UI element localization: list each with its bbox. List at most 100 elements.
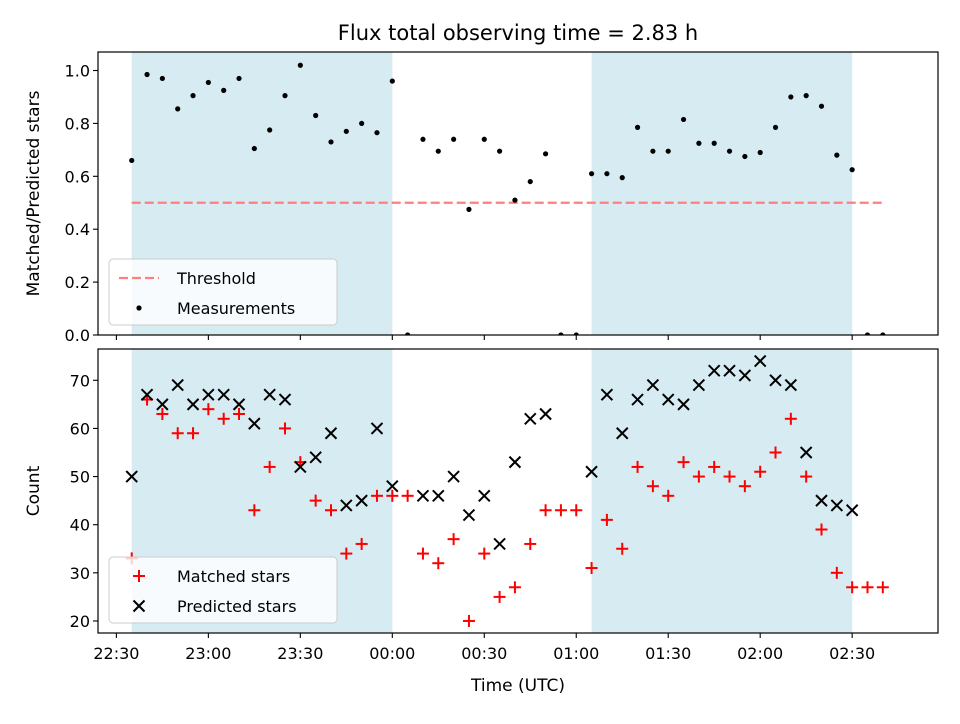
matched-point bbox=[508, 581, 521, 594]
legend: Matched stars Predicted stars bbox=[108, 556, 338, 624]
predicted-point bbox=[432, 489, 445, 503]
measurement-point bbox=[144, 71, 150, 78]
matched-point bbox=[401, 489, 414, 502]
predicted-point bbox=[370, 422, 384, 435]
y-tick-label: 0.2 bbox=[65, 273, 90, 292]
x-marker-b bbox=[845, 504, 859, 517]
x-marker-b bbox=[616, 427, 629, 440]
predicted-point bbox=[815, 494, 828, 507]
predicted-point bbox=[248, 417, 261, 430]
measurement-point bbox=[588, 171, 595, 177]
legend-label: Threshold bbox=[176, 269, 256, 288]
measurement-point bbox=[466, 206, 472, 212]
measurement-point bbox=[788, 94, 794, 100]
matched-point bbox=[324, 504, 337, 517]
x-tick-label: 02:00 bbox=[737, 644, 783, 663]
x-marker-b bbox=[125, 470, 138, 483]
matched-point bbox=[233, 407, 246, 420]
predicted-point bbox=[508, 455, 522, 469]
x-marker-b bbox=[799, 446, 813, 459]
axes-frame bbox=[97, 51, 939, 336]
x-marker-b bbox=[156, 398, 169, 411]
x-marker-b bbox=[278, 393, 292, 406]
measurement-point bbox=[481, 136, 487, 142]
y-tick-label: 0.6 bbox=[65, 167, 90, 186]
measurement-point bbox=[742, 153, 748, 160]
legend: Threshold Measurements bbox=[108, 258, 338, 326]
measurement-point bbox=[282, 93, 288, 99]
matched-point bbox=[784, 412, 797, 425]
predicted-point bbox=[769, 374, 782, 387]
matched-point bbox=[585, 562, 598, 575]
matched-point bbox=[616, 542, 629, 555]
measurement-point bbox=[818, 103, 825, 109]
measurement-point bbox=[405, 332, 411, 335]
x-marker-b bbox=[585, 465, 598, 478]
observing-band-2 bbox=[591, 349, 853, 633]
measurement-point bbox=[313, 112, 319, 119]
predicted-point bbox=[278, 393, 292, 406]
matched-point bbox=[570, 504, 583, 517]
matched-point bbox=[370, 489, 383, 502]
y-tick-label: 1.0 bbox=[65, 62, 90, 81]
x-marker-b bbox=[370, 422, 384, 435]
x-marker-b bbox=[784, 378, 798, 392]
legend-box bbox=[108, 258, 338, 326]
predicted-point bbox=[585, 465, 598, 478]
predicted-point bbox=[447, 470, 460, 483]
measurement-point bbox=[757, 149, 763, 156]
matched-point bbox=[432, 557, 445, 570]
x-marker-b bbox=[140, 388, 154, 401]
x-marker-b bbox=[508, 455, 522, 469]
x-marker-b bbox=[309, 451, 322, 464]
predicted-point bbox=[416, 489, 430, 503]
matched-point bbox=[171, 427, 184, 440]
predicted-point bbox=[631, 393, 644, 406]
measurement-point bbox=[665, 148, 671, 154]
y-tick-label: 30 bbox=[70, 564, 90, 583]
x-marker-b bbox=[263, 388, 276, 401]
x-axis-label: Time (UTC) bbox=[470, 676, 565, 696]
x-marker-b bbox=[707, 364, 721, 377]
predicted-point bbox=[217, 388, 230, 401]
measurement-point bbox=[619, 175, 625, 181]
y-tick-label: 0.0 bbox=[65, 326, 90, 345]
x-marker-b bbox=[217, 388, 230, 401]
matched-point bbox=[248, 504, 261, 517]
matched-point bbox=[800, 470, 813, 483]
matched-point bbox=[815, 523, 828, 536]
measurement-point bbox=[880, 332, 886, 335]
x-marker-b bbox=[232, 398, 246, 411]
predicted-point bbox=[324, 427, 338, 440]
x-marker-b bbox=[646, 378, 660, 392]
predicted-point bbox=[799, 446, 813, 459]
matched-point bbox=[462, 614, 475, 627]
predicted-point bbox=[355, 494, 368, 507]
x-tick-label: 00:30 bbox=[461, 644, 507, 663]
predicted-point bbox=[830, 499, 844, 512]
matched-point bbox=[600, 513, 613, 526]
x-marker-b bbox=[447, 470, 460, 483]
measurement-point bbox=[512, 197, 518, 203]
matched-point bbox=[187, 427, 200, 440]
y-tick-label: 50 bbox=[70, 468, 90, 487]
matched-point bbox=[846, 581, 859, 594]
predicted-point bbox=[386, 479, 399, 493]
predicted-point bbox=[753, 354, 767, 368]
matched-point bbox=[478, 547, 491, 560]
matched-point bbox=[217, 412, 230, 425]
measurement-point bbox=[772, 124, 779, 130]
legend-label: Matched stars bbox=[177, 567, 290, 586]
x-marker-b bbox=[723, 364, 736, 377]
predicted-point bbox=[232, 398, 246, 411]
matched-point bbox=[876, 581, 889, 594]
predicted-point bbox=[202, 388, 215, 401]
matched-point bbox=[554, 504, 567, 517]
measurement-point bbox=[849, 167, 855, 173]
measurement-point bbox=[573, 332, 579, 335]
legend-measurement-swatch bbox=[136, 305, 142, 311]
x-marker-b bbox=[171, 378, 184, 392]
y-axis-label: Count bbox=[24, 465, 44, 516]
matched-point bbox=[738, 480, 751, 493]
